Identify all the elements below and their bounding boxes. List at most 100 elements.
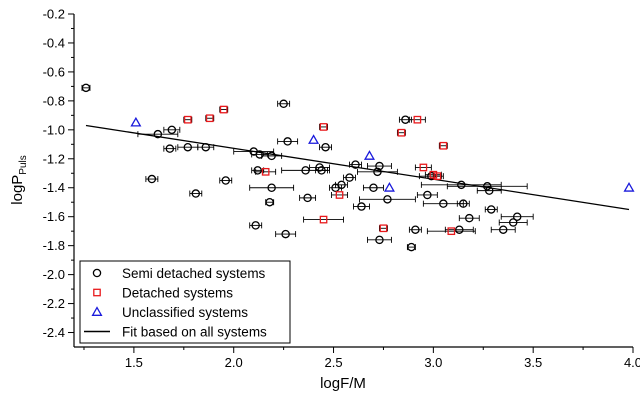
- circle-point: [455, 225, 464, 234]
- circle-point: [357, 202, 366, 211]
- legend-triangle-swatch: [91, 306, 103, 316]
- circle-point: [283, 137, 292, 146]
- square-point: [183, 115, 192, 124]
- y-tick-label: -0.8: [43, 93, 65, 108]
- circle-point: [512, 212, 522, 221]
- circle-point: [167, 125, 177, 135]
- triangle-point: [308, 134, 320, 144]
- legend-box: [79, 260, 291, 344]
- y-tick-label: -1.8: [43, 238, 65, 253]
- circle-point: [457, 180, 466, 190]
- y-tick-label: -0.4: [43, 35, 65, 50]
- circle-point: [465, 213, 474, 223]
- y-tick-label: -0.6: [43, 64, 65, 79]
- circle-point: [165, 144, 175, 153]
- circle-point: [303, 193, 312, 203]
- circle-point: [423, 190, 432, 200]
- square-point: [413, 115, 422, 124]
- square-point: [429, 170, 438, 179]
- x-tick-label: 2.5: [324, 355, 342, 370]
- x-axis-title: logF/M: [320, 375, 366, 392]
- legend-circle-swatch: [92, 268, 102, 278]
- circle-point: [375, 235, 384, 245]
- legend-square-swatch: [93, 288, 101, 297]
- square-point: [397, 128, 406, 137]
- square-point: [419, 163, 428, 172]
- circle-point: [267, 183, 276, 192]
- legend-label: Fit based on all systems: [122, 325, 267, 340]
- axes: 1.5 2.0 2.5 3.0 3.5 4.0 -0.2 -0.4 -0.6 -0.8 -1.0 -1…: [43, 7, 640, 371]
- circle-point: [508, 218, 518, 227]
- square-point: [219, 105, 228, 114]
- circle-point: [485, 186, 494, 195]
- circle-point: [147, 174, 157, 184]
- circle-point: [265, 197, 274, 207]
- circle-point: [439, 199, 448, 208]
- legend-label: Detached systems: [122, 286, 233, 301]
- circle-point: [281, 229, 290, 239]
- square-point: [447, 227, 456, 236]
- circle-point: [487, 205, 496, 214]
- data-points: [81, 83, 635, 252]
- legend-label: Semi detached systems: [122, 266, 266, 281]
- legend: Semi detached systems Detached systems Unc…: [79, 260, 291, 344]
- circle-point: [267, 151, 276, 161]
- circle-point: [337, 180, 346, 190]
- circle-point: [183, 142, 193, 152]
- circle-point: [383, 195, 392, 204]
- y-tick-label: -2.0: [43, 267, 65, 282]
- x-tick-label: 3.0: [424, 355, 442, 370]
- legend-label: Unclassified systems: [122, 305, 248, 320]
- y-tick-label: -1.0: [43, 122, 65, 137]
- circle-point: [407, 242, 416, 252]
- square-point: [439, 141, 448, 150]
- circle-point: [317, 166, 326, 175]
- square-point: [433, 172, 442, 181]
- circle-point: [253, 166, 262, 175]
- y-tick-label: -2.2: [43, 296, 65, 311]
- circle-point: [81, 83, 91, 93]
- circle-point: [375, 161, 384, 171]
- triangle-point: [623, 182, 635, 192]
- triangle-point: [383, 182, 395, 192]
- square-point: [335, 191, 344, 199]
- y-axis-title-sub: Puls: [18, 155, 29, 174]
- y-tick-label: -1.4: [43, 180, 65, 195]
- circle-point: [401, 115, 410, 124]
- x-tick-label: 1.5: [125, 355, 143, 370]
- circle-point: [351, 160, 360, 169]
- circle-point: [369, 183, 378, 192]
- circle-point: [201, 142, 211, 152]
- y-axis-title-main: logP: [9, 175, 26, 205]
- circle-point: [427, 171, 436, 181]
- triangle-point: [363, 150, 375, 160]
- square-point: [319, 215, 328, 224]
- square-point: [379, 224, 388, 233]
- square-point: [261, 167, 270, 176]
- x-tick-label: 4.0: [624, 355, 640, 370]
- circle-point: [411, 225, 420, 234]
- circle-point: [459, 199, 468, 208]
- circle-point: [498, 225, 508, 234]
- circle-point: [345, 173, 354, 182]
- y-axis-title: logPPuls: [9, 155, 29, 204]
- square-point: [319, 123, 328, 131]
- circle-point: [373, 167, 382, 177]
- circle-point: [153, 129, 163, 139]
- triangle-point: [130, 116, 142, 127]
- circle-point: [251, 221, 260, 230]
- circle-point: [483, 182, 492, 191]
- circle-point: [321, 142, 330, 152]
- y-tick-label: -0.2: [43, 7, 65, 22]
- y-tick-label: -2.4: [43, 325, 65, 340]
- circle-point: [301, 166, 310, 175]
- square-point: [205, 114, 214, 123]
- y-tick-label: -1.2: [43, 151, 65, 166]
- y-tick-label: -1.6: [43, 209, 65, 224]
- circle-point: [279, 99, 288, 109]
- circle-point: [221, 176, 230, 185]
- x-tick-label: 3.5: [524, 355, 542, 370]
- circle-point: [191, 189, 201, 198]
- circle-point: [255, 150, 264, 159]
